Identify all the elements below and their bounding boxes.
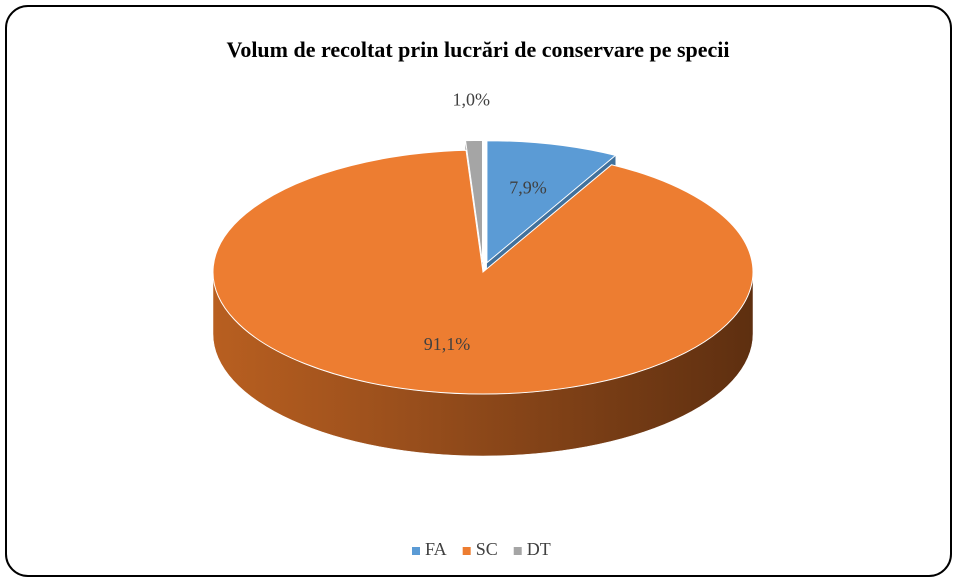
chart-title: Volum de recoltat prin lucrări de conser… [226,37,729,62]
slice [464,139,483,263]
data-label: 1,0% [453,90,491,110]
legend-label: SC [476,539,498,559]
slice [486,140,617,264]
legend-swatch [513,547,522,555]
legend-label: FA [425,539,447,559]
data-label: 7,9% [509,177,547,197]
slice [212,149,754,395]
legend-swatch [462,547,471,555]
legend-swatch [412,547,420,555]
legend-label: DT [527,539,551,559]
data-label: 91,1% [424,334,471,354]
